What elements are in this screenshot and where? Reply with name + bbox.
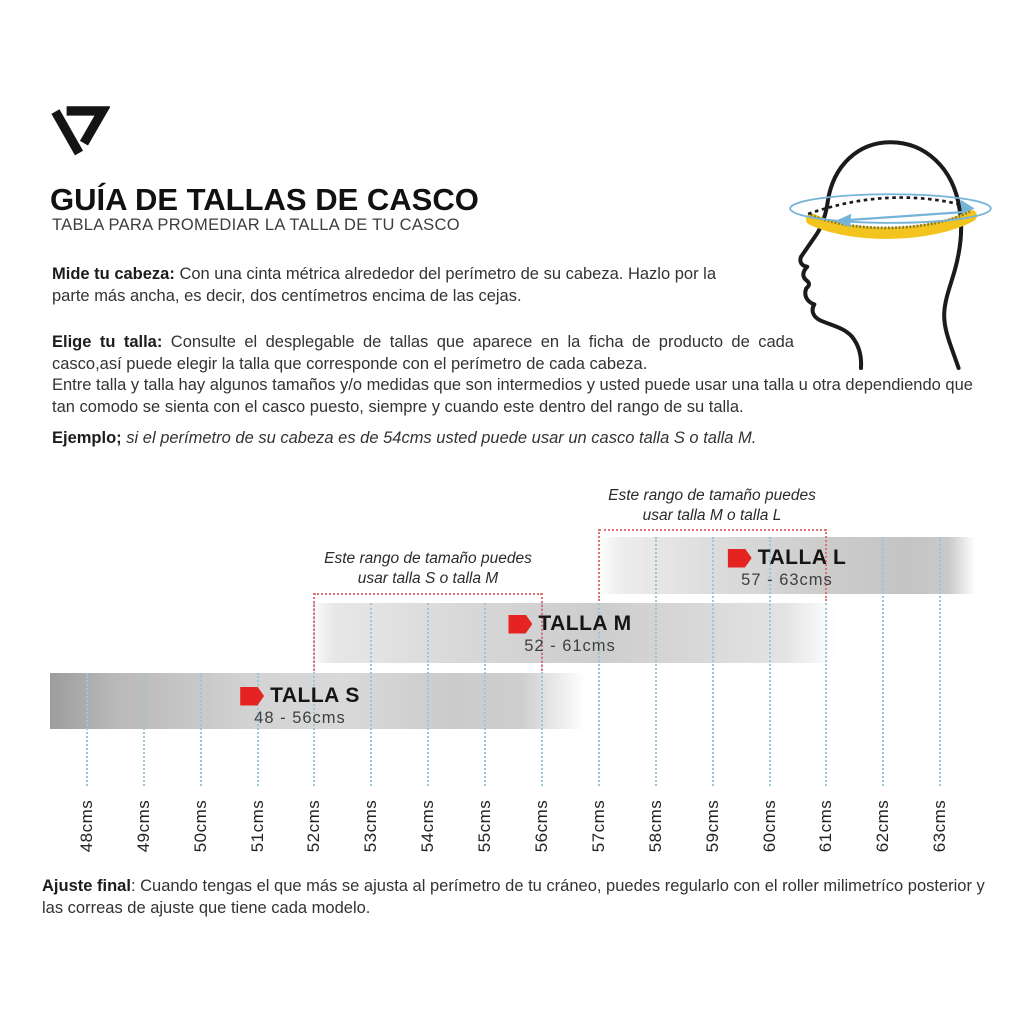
bar-name-l: TALLA L bbox=[757, 546, 847, 569]
axis-tick-55: 55cms bbox=[475, 799, 494, 853]
overlap-bracket-ml-left bbox=[598, 529, 600, 601]
axis-tick-49: 49cms bbox=[134, 799, 153, 853]
grid-line-52 bbox=[313, 603, 315, 786]
paragraph-measure: Mide tu cabeza: Con una cinta métrica al… bbox=[52, 264, 747, 307]
axis-tick-61: 61cms bbox=[816, 799, 835, 853]
page-subtitle: TABLA PARA PROMEDIAR LA TALLA DE TU CASC… bbox=[52, 216, 460, 234]
size-tag-icon bbox=[508, 614, 533, 634]
size-bar-s bbox=[50, 673, 585, 729]
axis-tick-56: 56cms bbox=[532, 799, 551, 853]
size-bar-m bbox=[308, 603, 836, 663]
paragraph-final-label: Ajuste final bbox=[42, 877, 131, 895]
annotation-ml: Este rango de tamaño puedes usar talla M… bbox=[608, 486, 816, 525]
paragraph-choose: Elige tu talla: Consulte el desplegable … bbox=[52, 332, 1000, 418]
grid-line-61 bbox=[825, 603, 827, 786]
bar-range-s: 48 - 56cms bbox=[254, 709, 346, 727]
axis-tick-59: 59cms bbox=[703, 799, 722, 853]
grid-line-50 bbox=[200, 673, 202, 786]
measure-ellipse-blue bbox=[789, 193, 992, 224]
head-measurement-illustration bbox=[789, 140, 992, 371]
axis-tick-63: 63cms bbox=[930, 799, 949, 853]
overlap-bracket-sm-right bbox=[541, 593, 543, 671]
brand-logo-icon bbox=[51, 106, 110, 156]
grid-line-48 bbox=[86, 673, 88, 786]
bar-label-s: TALLA S 48 - 56cms bbox=[240, 684, 360, 728]
axis-tick-58: 58cms bbox=[646, 799, 665, 853]
size-tag-icon bbox=[240, 686, 265, 706]
measure-tape-dotted-arc bbox=[807, 196, 970, 216]
grid-line-54 bbox=[427, 603, 429, 786]
size-bar-l bbox=[598, 537, 975, 594]
grid-line-62 bbox=[882, 537, 884, 786]
axis-tick-54: 54cms bbox=[418, 799, 437, 853]
axis-tick-60: 60cms bbox=[760, 799, 779, 853]
grid-line-58 bbox=[655, 537, 657, 786]
paragraph-example-text: si el perímetro de su cabeza es de 54cms… bbox=[126, 429, 757, 447]
annotation-sm: Este rango de tamaño puedes usar talla S… bbox=[324, 549, 532, 588]
overlap-bracket-ml-right bbox=[825, 529, 827, 601]
measuring-band-edge bbox=[810, 210, 971, 230]
grid-line-59 bbox=[712, 537, 714, 786]
bar-label-l: TALLA L 57 - 63cms bbox=[727, 546, 847, 590]
axis-tick-53: 53cms bbox=[361, 799, 380, 853]
axis-tick-62: 62cms bbox=[873, 799, 892, 853]
paragraph-choose-text2: Entre talla y talla hay algunos tamaños … bbox=[52, 376, 973, 416]
measuring-band-yellow bbox=[805, 209, 977, 239]
grid-line-55 bbox=[484, 603, 486, 786]
overlap-bracket-sm-left bbox=[313, 593, 315, 671]
arrowhead-left bbox=[834, 213, 852, 228]
paragraph-final: Ajuste final: Cuando tengas el que más s… bbox=[42, 876, 994, 919]
measure-arrow-left-line bbox=[845, 211, 963, 222]
grid-line-60 bbox=[769, 537, 771, 786]
bar-name-s: TALLA S bbox=[270, 684, 360, 707]
paragraph-example-label: Ejemplo; bbox=[52, 429, 122, 447]
bar-range-l: 57 - 63cms bbox=[741, 571, 833, 589]
annotation-sm-line2: usar talla S o talla M bbox=[357, 569, 499, 587]
paragraph-measure-label: Mide tu cabeza: bbox=[52, 265, 175, 283]
paragraph-choose-text1: Consulte el desplegable de tallas que ap… bbox=[52, 333, 794, 373]
grid-line-49 bbox=[143, 673, 145, 786]
paragraph-example: Ejemplo; si el perímetro de su cabeza es… bbox=[52, 428, 952, 450]
axis-tick-57: 57cms bbox=[589, 799, 608, 853]
paragraph-measure-text: Con una cinta métrica alrededor del perí… bbox=[52, 265, 716, 305]
axis-tick-51: 51cms bbox=[248, 799, 267, 853]
bar-range-m: 52 - 61cms bbox=[524, 637, 616, 655]
axis-tick-48: 48cms bbox=[77, 799, 96, 853]
annotation-ml-line2: usar talla M o talla L bbox=[642, 506, 782, 524]
size-tag-icon bbox=[727, 548, 752, 568]
annotation-ml-line1: Este rango de tamaño puedes bbox=[608, 487, 816, 504]
page-title: GUÍA DE TALLAS DE CASCO bbox=[50, 182, 479, 217]
annotation-sm-line1: Este rango de tamaño puedes bbox=[324, 550, 532, 567]
paragraph-final-text: : Cuando tengas el que más se ajusta al … bbox=[42, 877, 985, 917]
arrowhead-right bbox=[960, 199, 975, 214]
grid-line-63 bbox=[939, 537, 941, 786]
overlap-bracket-ml-top bbox=[599, 529, 826, 531]
axis-tick-50: 50cms bbox=[191, 799, 210, 853]
grid-line-57 bbox=[598, 603, 600, 786]
overlap-bracket-sm-top bbox=[314, 593, 542, 595]
axis-tick-52: 52cms bbox=[304, 799, 323, 853]
bar-name-m: TALLA M bbox=[538, 612, 632, 635]
bar-label-m: TALLA M 52 - 61cms bbox=[508, 612, 631, 656]
grid-line-53 bbox=[370, 603, 372, 786]
grid-line-56 bbox=[541, 603, 543, 786]
grid-line-51 bbox=[257, 673, 259, 786]
paragraph-choose-label: Elige tu talla: bbox=[52, 333, 163, 351]
